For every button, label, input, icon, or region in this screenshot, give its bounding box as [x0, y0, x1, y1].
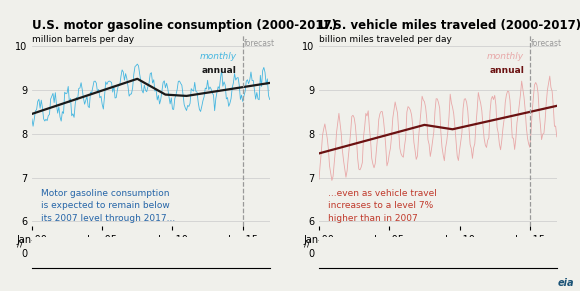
- Text: billion miles traveled per day: billion miles traveled per day: [319, 35, 452, 44]
- Text: eia: eia: [557, 278, 574, 288]
- Text: //: //: [303, 239, 310, 249]
- Text: forecast: forecast: [244, 39, 275, 48]
- Text: forecast: forecast: [531, 39, 562, 48]
- Text: million barrels per day: million barrels per day: [32, 35, 134, 44]
- Text: ...even as vehicle travel
increases to a level 7%
higher than in 2007: ...even as vehicle travel increases to a…: [328, 189, 437, 223]
- Text: annual: annual: [202, 66, 237, 74]
- Text: U.S. motor gasoline consumption (2000-2017): U.S. motor gasoline consumption (2000-20…: [32, 19, 337, 32]
- Text: Motor gasoline consumption
is expected to remain below
its 2007 level through 20: Motor gasoline consumption is expected t…: [41, 189, 176, 223]
- Text: //: //: [16, 239, 23, 249]
- Text: monthly: monthly: [200, 52, 237, 61]
- Text: monthly: monthly: [487, 52, 524, 61]
- Text: U.S. vehicle miles traveled (2000-2017): U.S. vehicle miles traveled (2000-2017): [319, 19, 580, 32]
- Text: annual: annual: [489, 66, 524, 74]
